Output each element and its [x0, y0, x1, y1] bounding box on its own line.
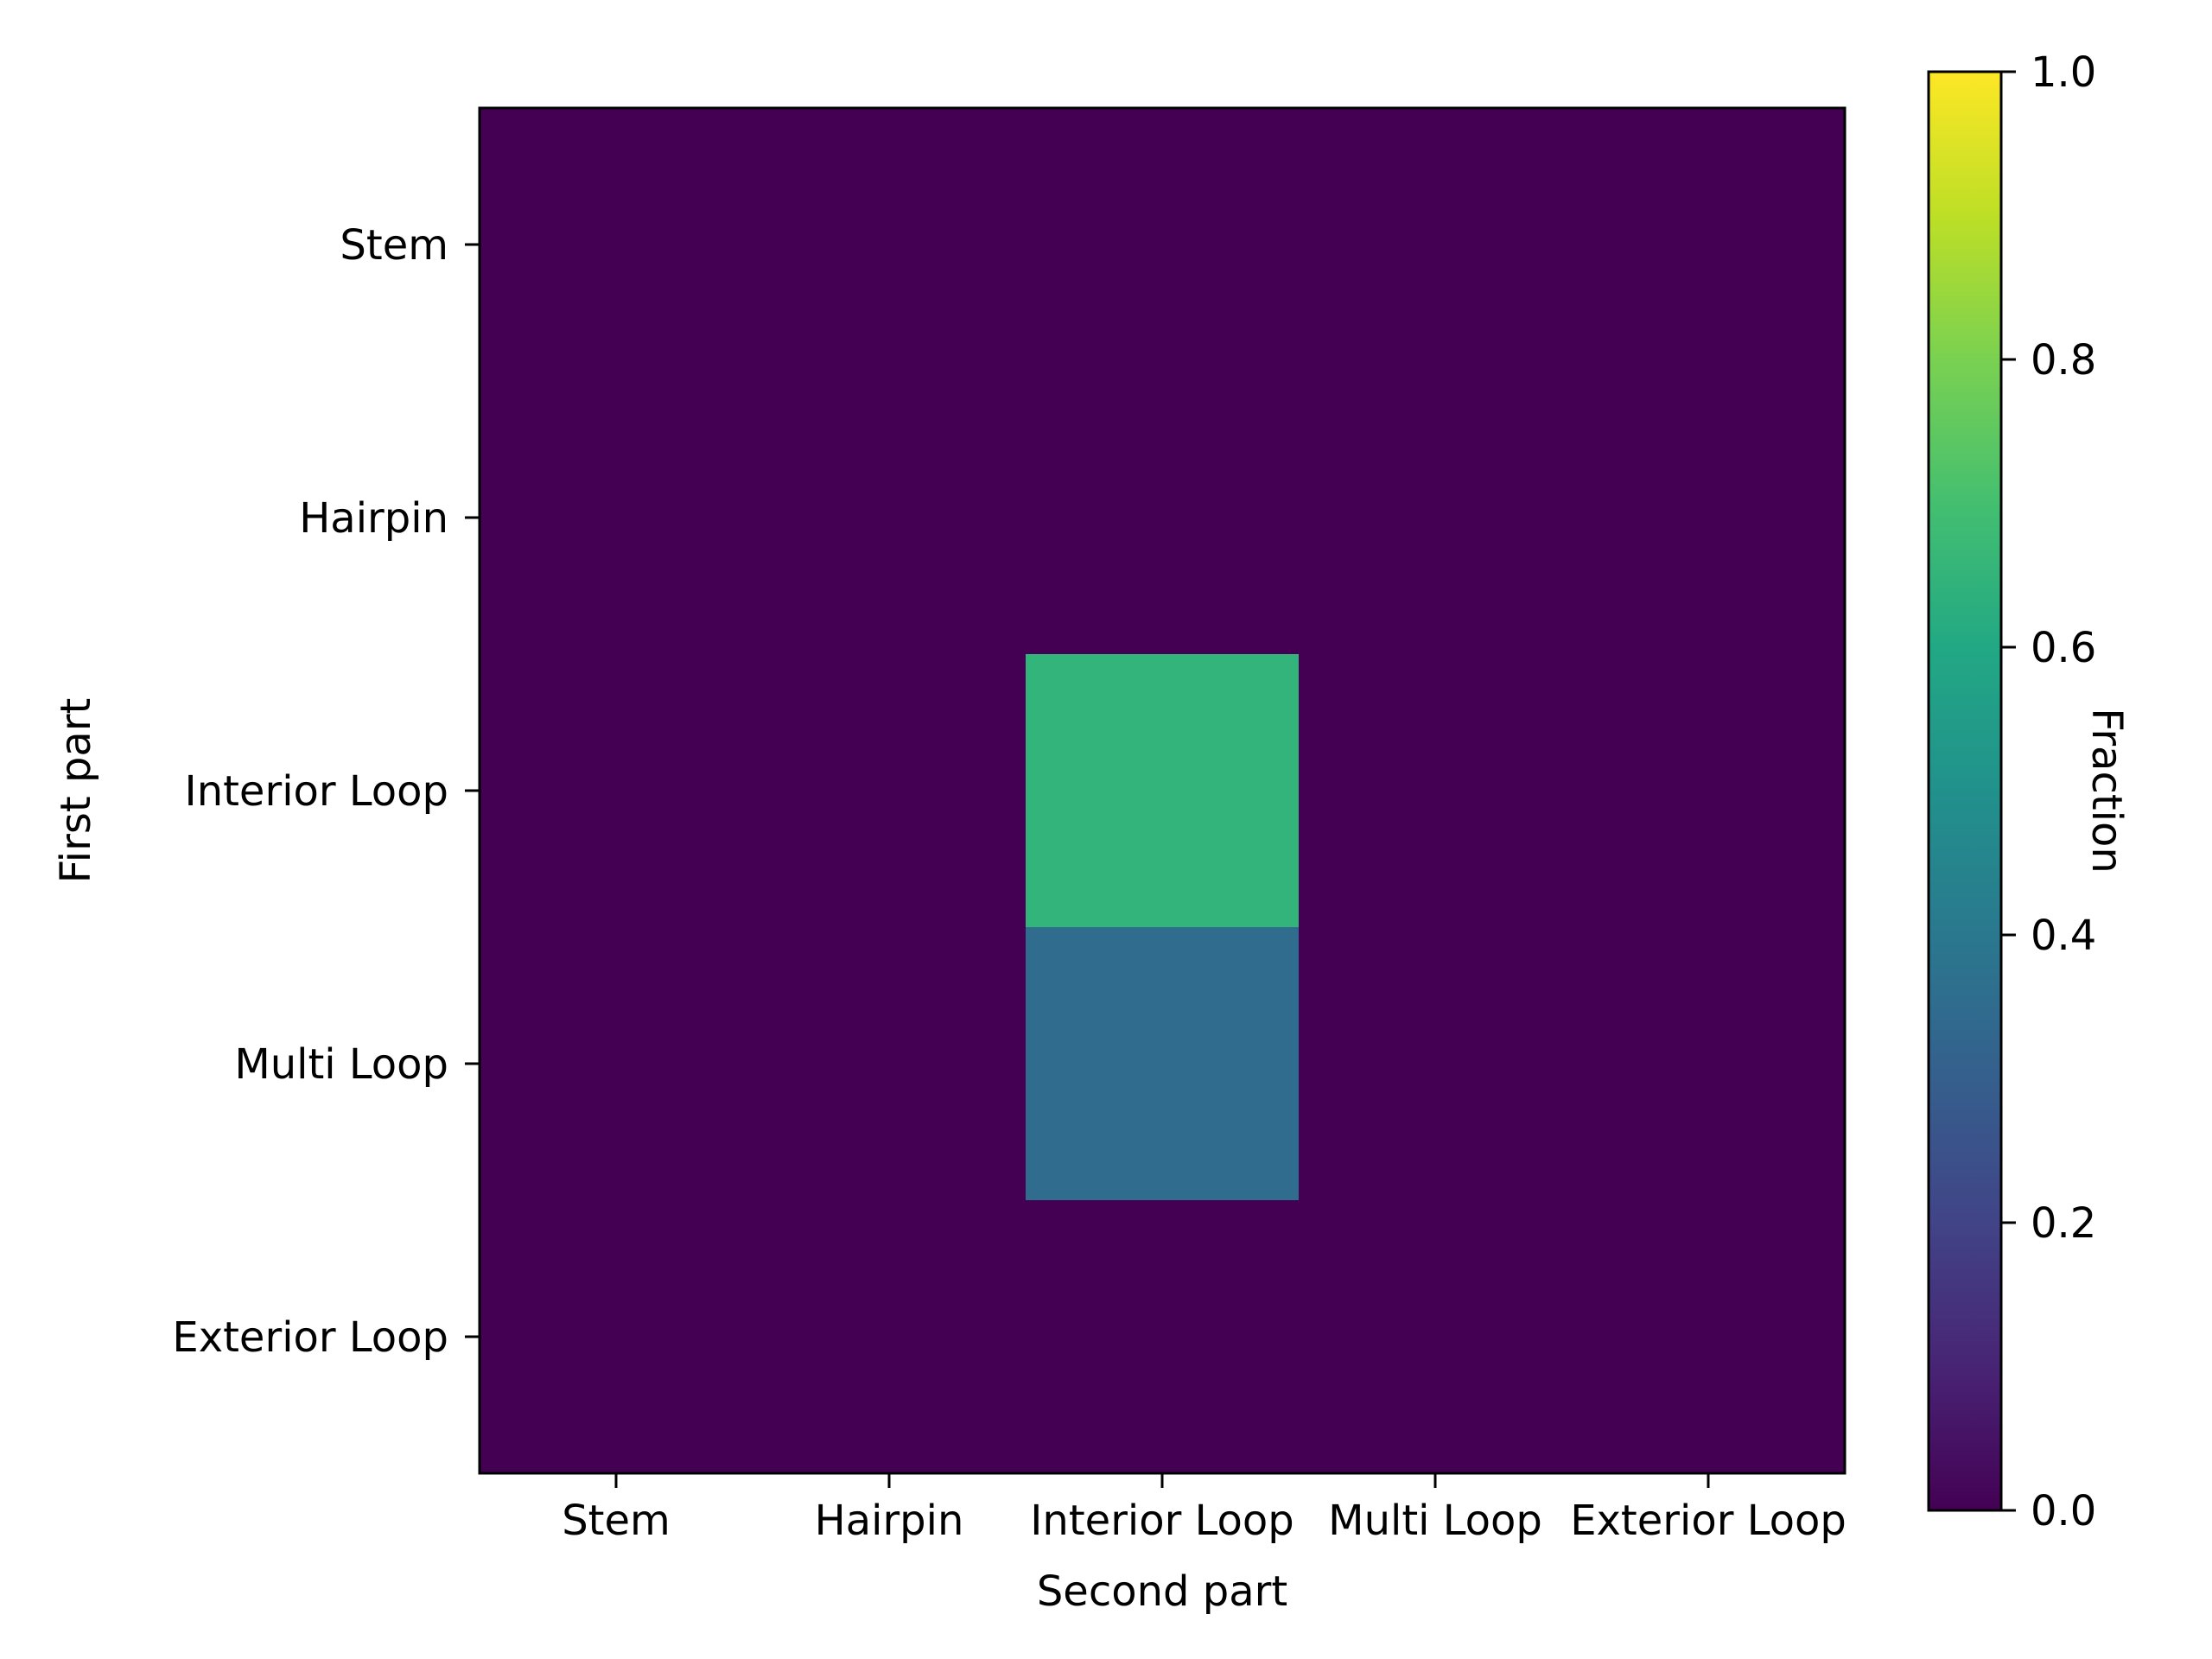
y-tick-label: Hairpin	[299, 494, 448, 543]
heatmap-cells	[480, 108, 1846, 1474]
colorbar: 0.0 0.2 0.4 0.6 0.8 1.0 Fraction	[1927, 48, 2131, 1535]
colorbar-tick-label: 1.0	[2031, 48, 2096, 97]
x-tick-label: Hairpin	[815, 1497, 964, 1545]
y-axis-label: First part	[52, 698, 100, 884]
heatmap-cell	[1026, 381, 1300, 655]
heatmap-cell	[480, 108, 753, 382]
colorbar-tick-label: 0.0	[2031, 1487, 2096, 1535]
heatmap-cell	[1572, 654, 1846, 928]
heatmap-cell	[1299, 108, 1573, 382]
heatmap-cell	[480, 1200, 753, 1474]
heatmap-cell	[753, 108, 1027, 382]
heatmap-cell	[753, 381, 1027, 655]
x-tick-label: Stem	[562, 1497, 671, 1545]
heatmap-cell	[753, 1200, 1027, 1474]
y-axis-ticks: Stem Hairpin Interior Loop Multi Loop Exteri…	[172, 221, 480, 1362]
colorbar-ticks: 0.0 0.2 0.4 0.6 0.8 1.0	[2001, 48, 2096, 1535]
x-axis-label: Second part	[1037, 1567, 1287, 1616]
heatmap-cell	[480, 381, 753, 655]
heatmap-cell	[1026, 927, 1300, 1201]
colorbar-tick-label: 0.2	[2031, 1199, 2096, 1248]
heatmap-cell	[1572, 108, 1846, 382]
heatmap-cell	[480, 927, 753, 1201]
colorbar-tick-label: 0.4	[2031, 912, 2096, 960]
colorbar-tick-label: 0.6	[2031, 624, 2096, 672]
colorbar-tick-label: 0.8	[2031, 336, 2096, 385]
heatmap-cell	[480, 654, 753, 928]
colorbar-frame	[1927, 70, 2003, 1512]
heatmap-cell	[1572, 1200, 1846, 1474]
heatmap-cell	[753, 927, 1027, 1201]
x-tick-label: Multi Loop	[1328, 1497, 1542, 1545]
heatmap-cell	[1026, 1200, 1300, 1474]
x-axis-ticks: Stem Hairpin Interior Loop Multi Loop Exteri…	[562, 1473, 1847, 1545]
heatmap-cell	[1026, 108, 1300, 382]
heatmap-cell	[753, 654, 1027, 928]
y-tick-label: Stem	[340, 221, 448, 270]
heatmap-cell	[1299, 654, 1573, 928]
y-tick-label: Interior Loop	[185, 767, 448, 816]
heatmap-cell	[1572, 927, 1846, 1201]
heatmap-cell	[1299, 381, 1573, 655]
colorbar-gradient	[1929, 72, 2001, 1510]
x-tick-label: Exterior Loop	[1570, 1497, 1847, 1545]
colorbar-label: Fraction	[2082, 708, 2131, 874]
heatmap-cell	[1299, 927, 1573, 1201]
heatmap-cell	[1572, 381, 1846, 655]
y-tick-label: Exterior Loop	[172, 1313, 448, 1362]
heatmap-cell	[1026, 654, 1300, 928]
x-tick-label: Interior Loop	[1030, 1497, 1294, 1545]
y-tick-label: Multi Loop	[234, 1040, 448, 1089]
heatmap-cell	[1299, 1200, 1573, 1474]
